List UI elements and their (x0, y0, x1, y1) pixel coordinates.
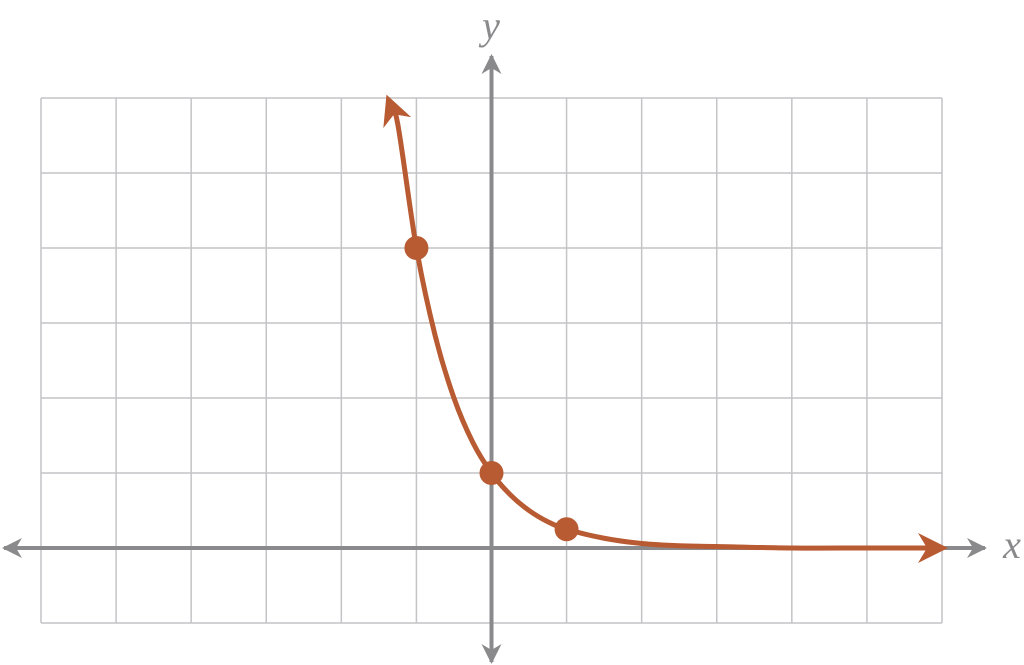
curve (383, 94, 948, 563)
point (554, 517, 579, 542)
point (404, 236, 429, 260)
axes (2, 54, 987, 664)
x-axis-label: x (1002, 522, 1021, 567)
y-axis-label: y (478, 3, 500, 48)
point (479, 461, 504, 485)
marks (383, 94, 948, 563)
